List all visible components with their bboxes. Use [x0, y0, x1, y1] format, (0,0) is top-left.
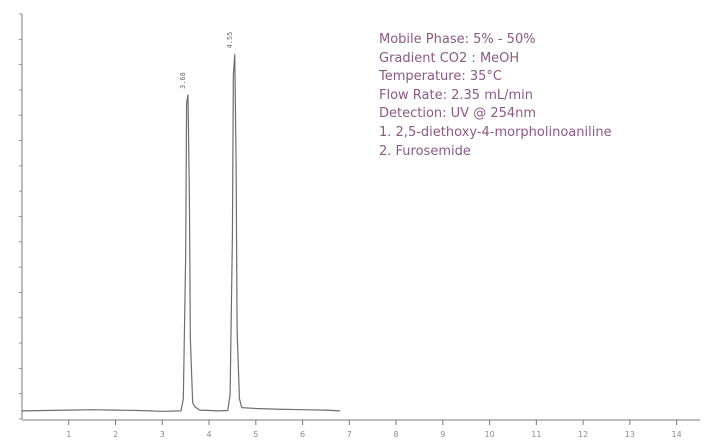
x-tick-label: 1	[66, 430, 71, 439]
temperature-text: Temperature: 35°C	[379, 69, 502, 85]
x-tick-label: 14	[672, 430, 682, 439]
x-tick-label: 9	[440, 430, 445, 439]
x-tick-label: 2	[113, 430, 118, 439]
x-tick-label: 13	[625, 430, 635, 439]
chromatogram-trace	[21, 53, 340, 412]
compound-2-text: 2. Furosemide	[379, 143, 471, 159]
x-tick-label: 6	[300, 430, 305, 439]
x-tick-label: 10	[484, 430, 494, 439]
x-tick-label: 5	[253, 430, 258, 439]
detection-text: Detection: UV @ 254nm	[379, 106, 537, 122]
gradient-text: Gradient CO2 : MeOH	[379, 50, 520, 66]
x-tick-label: 12	[578, 430, 588, 439]
peak-1-label: 3.68	[179, 72, 187, 89]
flow-rate-text: Flow Rate: 2.35 mL/min	[379, 87, 534, 103]
x-tick-label: 8	[394, 430, 399, 439]
x-tick-label: 3	[160, 430, 165, 439]
mobile-phase-text: Mobile Phase: 5% - 50%	[379, 32, 536, 47]
x-tick-label: 11	[531, 430, 541, 439]
compound-1-text: 1. 2,5-diethoxy-4-morpholinoaniline	[379, 124, 612, 140]
method-conditions: Mobile Phase: 5% - 50% Gradient CO2 : Me…	[379, 31, 699, 161]
peak-2-label: 4.55	[226, 32, 234, 49]
x-tick-label: 7	[347, 430, 352, 439]
x-tick-label: 4	[206, 430, 211, 439]
